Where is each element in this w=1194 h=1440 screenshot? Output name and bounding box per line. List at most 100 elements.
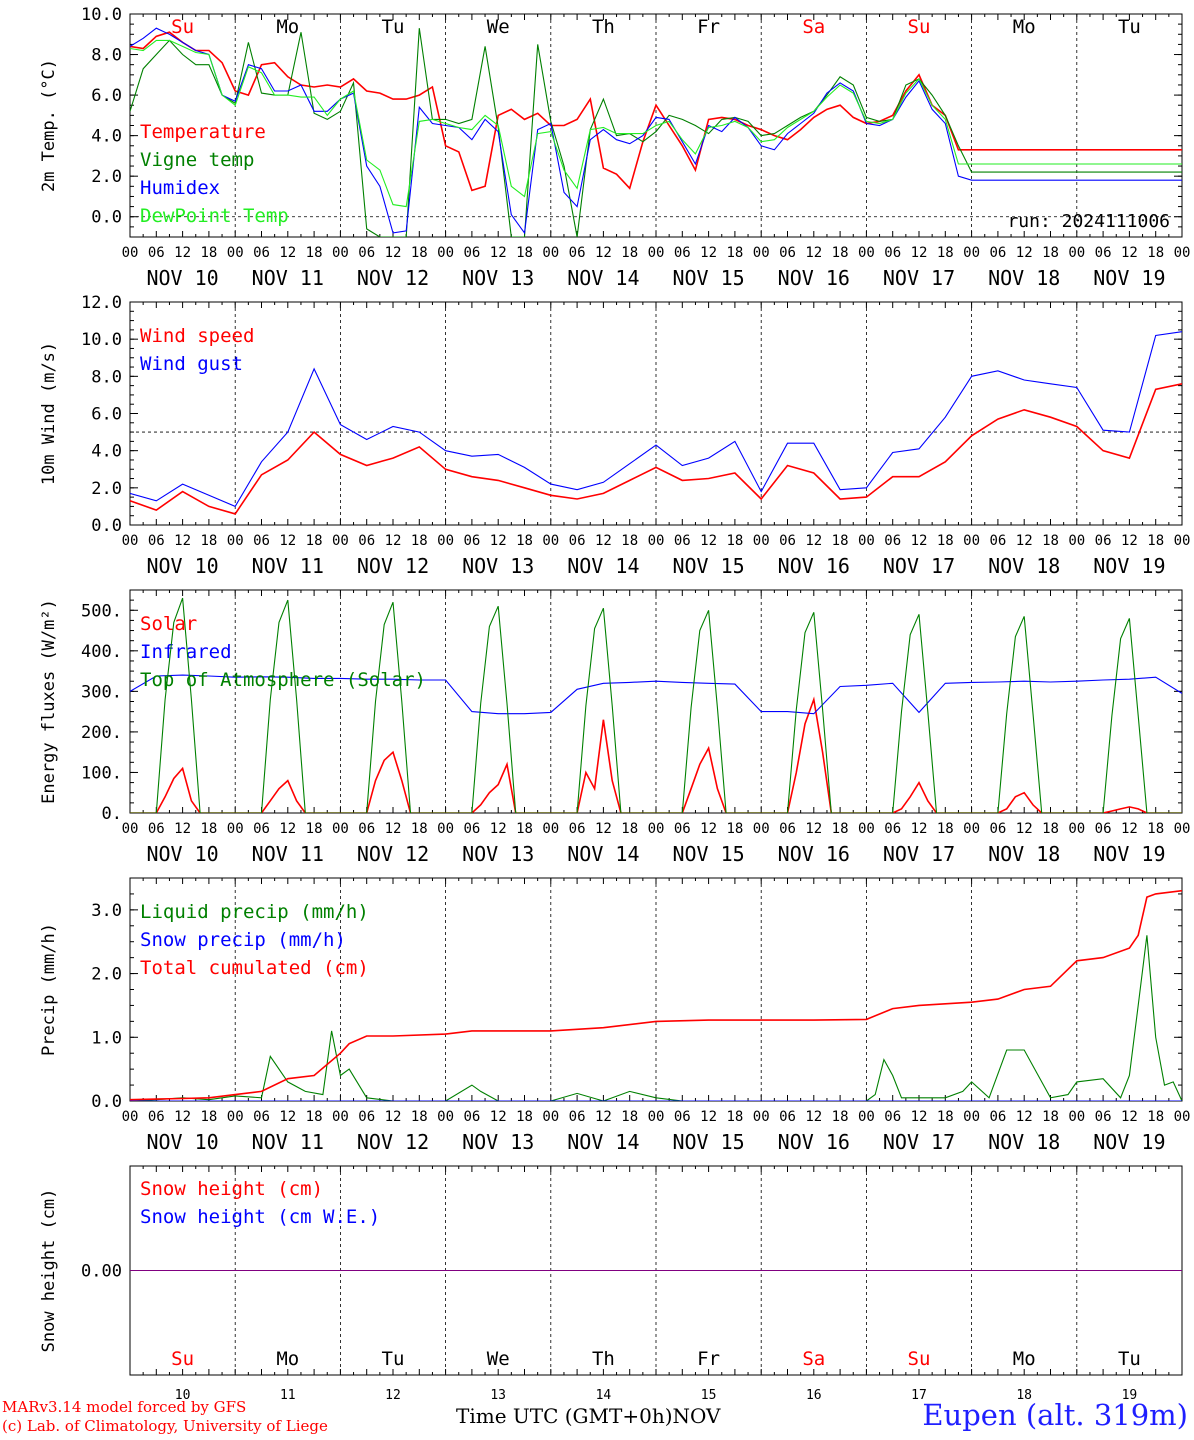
legend-entry: Liquid precip (mm/h)	[140, 901, 369, 923]
day-label: NOV 12	[357, 554, 429, 578]
day-label: NOV 19	[1093, 1130, 1165, 1154]
hour-tick-label: 00	[227, 1109, 244, 1125]
day-label: NOV 17	[883, 266, 955, 290]
hour-tick-label: 00	[332, 245, 349, 261]
day-label: NOV 14	[567, 266, 639, 290]
hour-tick-label: 00	[858, 245, 875, 261]
hour-tick-label: 06	[358, 821, 375, 837]
y-tick-label: 12.0	[81, 293, 122, 313]
hour-tick-label: 06	[989, 1109, 1006, 1125]
hour-tick-label: 00	[1068, 1109, 1085, 1125]
hour-tick-label: 12	[911, 245, 928, 261]
hour-tick-label: 00	[753, 533, 770, 549]
weekday-label: Tu	[382, 16, 405, 38]
hour-tick-label: 12	[279, 245, 296, 261]
hour-tick-label: 12	[595, 821, 612, 837]
hour-tick-label: 00	[227, 245, 244, 261]
day-label: NOV 19	[1093, 554, 1165, 578]
weekday-label: Th	[592, 16, 615, 38]
hour-tick-label: 12	[595, 245, 612, 261]
hour-tick-label: 18	[937, 1109, 954, 1125]
legend-entry: Total cumulated (cm)	[140, 957, 369, 979]
y-axis-label: Precip (mm/h)	[39, 923, 59, 1056]
hour-tick-label: 06	[569, 245, 586, 261]
hour-tick-label: 00	[437, 533, 454, 549]
weekday-label: Sa	[802, 16, 825, 38]
day-label: NOV 10	[146, 554, 218, 578]
weekday-label: Su	[171, 16, 194, 38]
hour-tick-label: 06	[463, 245, 480, 261]
y-tick-label: 400.	[81, 642, 122, 662]
weekday-label: Fr	[697, 16, 720, 38]
legend-entry: Wind gust	[140, 353, 243, 375]
legend-entry: DewPoint Temp	[140, 205, 289, 227]
hour-tick-label: 06	[884, 821, 901, 837]
y-tick-label: 300.	[81, 682, 122, 702]
hour-tick-label: 18	[411, 533, 428, 549]
weekday-label: Tu	[1118, 1348, 1141, 1370]
hour-tick-label: 06	[148, 245, 165, 261]
day-label: NOV 14	[567, 842, 639, 866]
hour-tick-label: 18	[621, 533, 638, 549]
y-tick-label: 10.0	[81, 5, 122, 25]
day-label: NOV 13	[462, 554, 534, 578]
hour-tick-label: 06	[1095, 245, 1112, 261]
x-axis-label: Time UTC (GMT+0h)NOV	[456, 1404, 721, 1428]
day-label: NOV 14	[567, 1130, 639, 1154]
hour-tick-label: 12	[385, 1109, 402, 1125]
hour-tick-label: 18	[621, 1109, 638, 1125]
legend-entry: Humidex	[140, 177, 220, 199]
weekday-label: Su	[908, 16, 931, 38]
run-label: run: 2024111006	[1007, 211, 1170, 232]
credit-line-model: MARv3.14 model forced by GFS	[2, 1398, 247, 1416]
y-tick-label: 10.0	[81, 330, 122, 350]
hour-tick-label: 18	[832, 1109, 849, 1125]
weekday-label: We	[487, 1348, 510, 1370]
hour-tick-label: 06	[253, 1109, 270, 1125]
day-label: NOV 15	[672, 554, 744, 578]
hour-tick-label: 06	[674, 245, 691, 261]
hour-tick-label: 00	[542, 533, 559, 549]
weekday-label: Tu	[1118, 16, 1141, 38]
hour-tick-label: 00	[1174, 533, 1191, 549]
hour-tick-label: 12	[174, 245, 191, 261]
day-label: NOV 13	[462, 266, 534, 290]
day-number-label: 11	[280, 1388, 296, 1403]
day-label: NOV 16	[778, 554, 850, 578]
hour-tick-label: 00	[648, 245, 665, 261]
y-tick-label: 4.0	[91, 442, 122, 462]
hour-tick-label: 00	[648, 1109, 665, 1125]
hour-tick-label: 06	[358, 533, 375, 549]
hour-tick-label: 18	[306, 821, 323, 837]
hour-tick-label: 18	[306, 533, 323, 549]
hour-tick-label: 06	[779, 533, 796, 549]
hour-tick-label: 12	[805, 1109, 822, 1125]
hour-tick-label: 00	[542, 245, 559, 261]
y-axis-label: Snow height (cm)	[39, 1189, 59, 1353]
hour-tick-label: 00	[122, 245, 139, 261]
day-label: NOV 19	[1093, 266, 1165, 290]
hour-tick-label: 00	[542, 1109, 559, 1125]
y-tick-label: 2.0	[91, 167, 122, 187]
hour-tick-label: 18	[200, 533, 217, 549]
y-tick-label: 100.	[81, 763, 122, 783]
hour-tick-label: 00	[227, 821, 244, 837]
y-tick-label: 0.	[102, 804, 122, 824]
hour-tick-label: 00	[858, 533, 875, 549]
credit-line-lab: (c) Lab. of Climatology, University of L…	[2, 1417, 328, 1435]
hour-tick-label: 12	[700, 533, 717, 549]
hour-tick-label: 12	[1121, 821, 1138, 837]
hour-tick-label: 06	[674, 821, 691, 837]
day-label: NOV 17	[883, 842, 955, 866]
y-tick-label: 6.0	[91, 86, 122, 106]
y-tick-label: 200.	[81, 723, 122, 743]
series-line-lightgreen	[130, 39, 1182, 208]
hour-tick-label: 00	[542, 821, 559, 837]
day-label: NOV 17	[883, 1130, 955, 1154]
hour-tick-label: 06	[674, 533, 691, 549]
hour-tick-label: 00	[227, 533, 244, 549]
hour-tick-label: 00	[1068, 245, 1085, 261]
day-label: NOV 12	[357, 1130, 429, 1154]
hour-tick-label: 12	[1016, 821, 1033, 837]
day-label: NOV 11	[252, 1130, 324, 1154]
